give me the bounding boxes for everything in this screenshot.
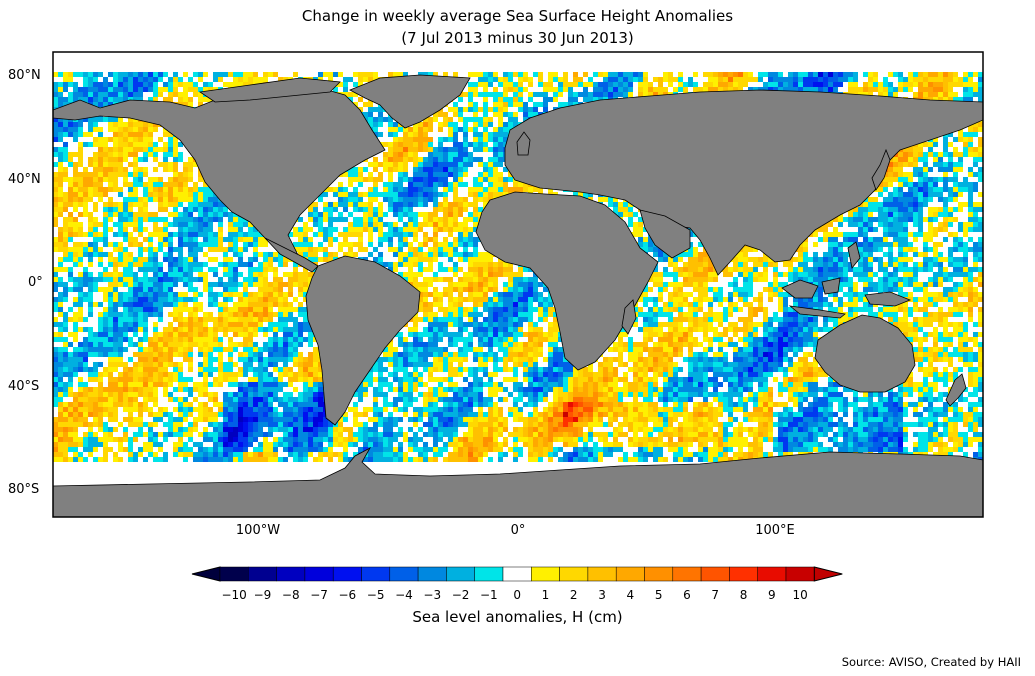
colorbar-cell bbox=[672, 566, 702, 582]
colorbar-cell bbox=[502, 566, 532, 582]
colorbar-tick-label: 4 bbox=[626, 588, 635, 602]
colorbar-cell bbox=[389, 566, 419, 582]
colorbar-tick-label: −9 bbox=[253, 588, 272, 602]
land-philippines bbox=[847, 241, 861, 269]
colorbar-cell bbox=[700, 566, 730, 582]
colorbar-tick-label: 3 bbox=[598, 588, 606, 602]
land-south-america bbox=[305, 255, 421, 426]
lat-tick-label: 40°N bbox=[8, 172, 41, 187]
map-subtitle: (7 Jul 2013 minus 30 Jun 2013) bbox=[401, 29, 634, 47]
land-africa bbox=[475, 191, 659, 371]
colorbar-cell bbox=[219, 566, 249, 582]
colorbar-cell bbox=[785, 566, 815, 582]
colorbar-cell bbox=[729, 566, 758, 582]
colorbar-tick-label: −2 bbox=[451, 588, 470, 602]
colorbar-cell bbox=[531, 566, 560, 582]
colorbar-tick-label: −10 bbox=[221, 588, 247, 602]
colorbar-tick-label: 1 bbox=[541, 588, 550, 602]
colorbar-tick-label: −5 bbox=[366, 588, 385, 602]
land-greenland bbox=[349, 74, 471, 129]
land-maritime-se-asia bbox=[781, 277, 912, 319]
colorbar-cell bbox=[276, 566, 306, 582]
lat-tick-label: 40°S bbox=[8, 379, 40, 394]
map-frame bbox=[52, 51, 984, 518]
colorbar-tick-label: −8 bbox=[281, 588, 300, 602]
colorbar-tick-label: 0 bbox=[513, 588, 521, 602]
land-arctic-islands bbox=[198, 77, 341, 103]
lat-tick-label: 80°N bbox=[8, 68, 41, 83]
colorbar-tick-label: 5 bbox=[654, 588, 663, 602]
colorbar-cell bbox=[417, 566, 447, 582]
land-arabia bbox=[639, 209, 691, 259]
land-masses bbox=[53, 74, 983, 517]
colorbar-cell bbox=[361, 566, 391, 582]
colorbar-tick-label: −4 bbox=[395, 588, 413, 602]
colorbar-tick-label: −1 bbox=[479, 588, 498, 602]
colorbar-tick-label: −3 bbox=[423, 588, 442, 602]
land-britain bbox=[516, 131, 531, 156]
colorbar-tick-label: 2 bbox=[569, 588, 578, 602]
land-new-zealand bbox=[945, 373, 967, 407]
lon-tick-label: 100°W bbox=[235, 523, 281, 538]
colorbar-tick-label: −6 bbox=[338, 588, 357, 602]
colorbar-label: Sea level anomalies, H (cm) bbox=[412, 608, 623, 626]
lon-tick-label: 100°E bbox=[755, 523, 795, 538]
colorbar-cell bbox=[304, 566, 334, 582]
source-credit: Source: AVISO, Created by HAII bbox=[841, 655, 1021, 669]
map-title: Change in weekly average Sea Surface Hei… bbox=[301, 7, 734, 25]
colorbar-under-arrow bbox=[191, 566, 221, 582]
colorbar-cell bbox=[332, 566, 362, 582]
land-antarctica bbox=[53, 446, 983, 517]
colorbar-tick-label: 6 bbox=[683, 588, 691, 602]
colorbar-tick-label: −7 bbox=[310, 588, 328, 602]
land-eurasia bbox=[504, 89, 983, 276]
land-madagascar bbox=[621, 299, 637, 335]
land-central-america bbox=[264, 237, 319, 273]
colorbar-tick-label: 10 bbox=[792, 588, 808, 602]
colorbar-over-arrow bbox=[813, 566, 843, 582]
lat-tick-label: 0° bbox=[28, 275, 43, 290]
colorbar-tick-label: 8 bbox=[739, 588, 748, 602]
colorbar-cell bbox=[248, 566, 277, 582]
colorbar-tick-label: 9 bbox=[768, 588, 776, 602]
colorbar-cell bbox=[615, 566, 645, 582]
colorbar-cell bbox=[474, 566, 504, 582]
colorbar-cell bbox=[587, 566, 617, 582]
lat-tick-label: 80°S bbox=[8, 482, 40, 497]
colorbar-cell bbox=[446, 566, 475, 582]
colorbar-tick-label: 7 bbox=[711, 588, 720, 602]
colorbar-cell bbox=[644, 566, 674, 582]
colorbar-cell bbox=[559, 566, 589, 582]
lon-tick-label: 0° bbox=[510, 523, 526, 538]
land-australia bbox=[814, 314, 916, 393]
land-japan bbox=[871, 148, 891, 191]
land-north-america bbox=[53, 87, 386, 256]
colorbar-cell bbox=[757, 566, 787, 582]
